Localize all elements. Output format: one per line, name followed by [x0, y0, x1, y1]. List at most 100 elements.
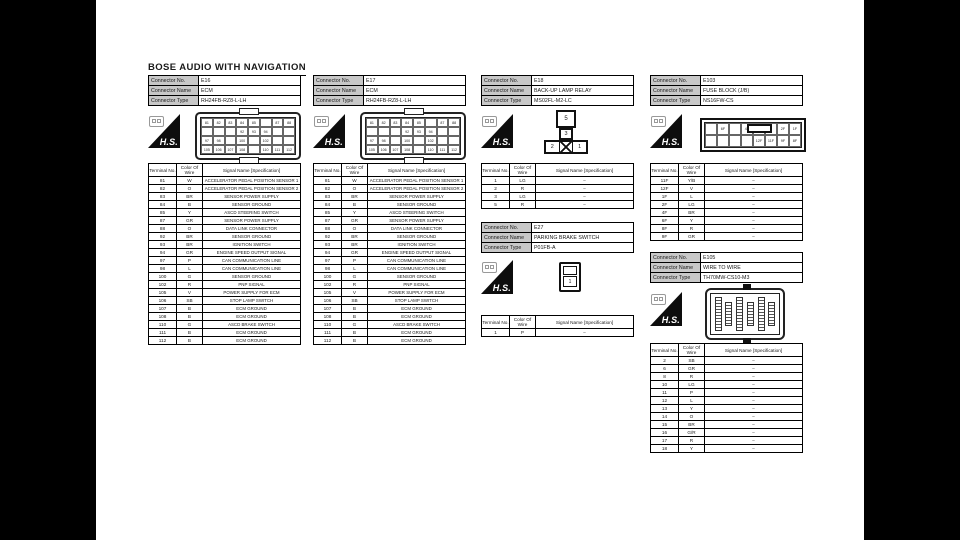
- terminal-cell: LG: [509, 176, 536, 185]
- terminal-no-header: Terminal No.: [313, 163, 342, 177]
- terminal-table-e17: Terminal No. Color Of Wire Signal Name […: [313, 163, 466, 345]
- terminal-row: 88 O DATA LINK CONNECTOR: [148, 224, 301, 233]
- terminal-cell: 18: [650, 444, 679, 453]
- terminal-cell: IGNITION SWITCH: [367, 240, 466, 249]
- terminal-no-header: Terminal No.: [650, 163, 679, 177]
- hs-logo: H.S.: [313, 114, 345, 148]
- terminal-cell: –: [704, 388, 803, 397]
- relay-pin-5: 5: [556, 110, 576, 128]
- terminal-cell: Y: [176, 208, 203, 217]
- terminal-row: 1 P –: [481, 328, 634, 337]
- connector-name-value: ECM: [363, 85, 466, 96]
- terminal-row: 1F L –: [650, 192, 803, 201]
- terminal-cell: SENSOR GROUND: [202, 272, 301, 281]
- signal-name-header: Signal Name [Specification]: [367, 163, 466, 177]
- terminal-cell: 3: [481, 192, 510, 201]
- terminal-cell: 9F: [650, 232, 679, 241]
- terminal-cell: SENSOR GROUND: [202, 232, 301, 241]
- terminal-cell: 107: [313, 304, 342, 313]
- terminal-cell: 94: [313, 248, 342, 257]
- connector-no-value: E27: [531, 222, 634, 233]
- connector-drawing-e27: 1: [559, 262, 581, 292]
- terminal-row: 112 B ECM GROUND: [313, 336, 466, 345]
- pin-cavity-blank: [413, 136, 425, 145]
- pin-cavity-2F: 2F: [777, 123, 789, 135]
- terminal-cell: –: [704, 396, 803, 405]
- terminal-cell: SB: [678, 356, 705, 365]
- terminal-cell: 11: [650, 388, 679, 397]
- terminal-cell: LG: [678, 380, 705, 389]
- ecm-pin-grid: 81 82 83 84 85 87 88 92 93 94 97 98 100 102 105 106 107 1…: [200, 117, 296, 155]
- crossed-terminal-cell: [559, 142, 574, 152]
- terminal-row: 15 BR –: [650, 420, 803, 429]
- terminal-cell: R: [509, 200, 536, 209]
- terminal-no-header: Terminal No.: [650, 343, 679, 357]
- terminal-cell: 88: [313, 224, 342, 233]
- connector-type-value: TH70MW-CS10-M3: [700, 272, 803, 283]
- pin-cavity-105: 105: [366, 145, 378, 154]
- pin-cavity-107: 107: [224, 145, 237, 154]
- terminal-cell: 2: [481, 184, 510, 193]
- pin-cavity-87: 87: [271, 118, 284, 127]
- hs-label: H.S.: [661, 137, 680, 147]
- pin-cavity-blank: [224, 127, 237, 136]
- terminal-cell: O: [678, 412, 705, 421]
- fuse-block-drawing-e103: 6F4F2F1F12F11F9F8F: [700, 118, 806, 152]
- terminal-cell: O: [176, 224, 203, 233]
- terminal-cell: G/R: [678, 428, 705, 437]
- terminal-table-e16: Terminal No. Color Of Wire Signal Name […: [148, 163, 301, 345]
- terminal-cell: R: [341, 280, 368, 289]
- pin-cavity-blank: [271, 127, 284, 136]
- pin-cavity-blank: [705, 135, 717, 147]
- terminal-cell: 14: [650, 412, 679, 421]
- pin-cavity-93: 93: [413, 127, 425, 136]
- pin-cavity-84: 84: [401, 118, 413, 127]
- terminal-cell: –: [535, 192, 634, 201]
- terminal-cell: GR: [341, 216, 368, 225]
- terminal-cell: Y: [678, 444, 705, 453]
- terminal-cell: SB: [341, 296, 368, 305]
- terminal-cell: 102: [148, 280, 177, 289]
- pin-cavity-blank: [389, 136, 402, 145]
- terminal-cell: SENSOR GROUND: [367, 232, 466, 241]
- terminal-table-e18: Terminal No. Color Of Wire Signal Name […: [481, 163, 634, 209]
- connector-name-label: Connector Name: [148, 85, 199, 96]
- terminal-cell: B: [341, 200, 368, 209]
- hs-label: H.S.: [324, 137, 343, 147]
- terminal-cell: 110: [148, 320, 177, 329]
- terminal-cell: V: [176, 288, 203, 297]
- terminal-row: 105 V POWER SUPPLY FOR ECM: [148, 288, 301, 297]
- pin-cavity-92: 92: [236, 127, 248, 136]
- terminal-cell: ECM GROUND: [202, 304, 301, 313]
- pin-cavity-106: 106: [212, 145, 225, 154]
- document-page: BOSE AUDIO WITH NAVIGATION Connector No.…: [96, 0, 864, 540]
- terminal-row: 100 G SENSOR GROUND: [148, 272, 301, 281]
- terminal-cell: –: [704, 444, 803, 453]
- pin-cavity-82: 82: [212, 118, 225, 127]
- terminal-table-e105: Terminal No. Color Of Wire Signal Name […: [650, 343, 803, 453]
- pin-cavity-blank: [283, 136, 295, 145]
- connector-plug-icon: [651, 294, 666, 305]
- relay-pin-1: 1: [578, 144, 582, 150]
- connector-name-label: Connector Name: [650, 85, 701, 96]
- terminal-row: 13 Y –: [650, 404, 803, 413]
- pin-cavity-blank: [224, 136, 237, 145]
- connector-plug-icon: [149, 116, 164, 127]
- terminal-cell: Y: [678, 216, 705, 225]
- connector-type-value: RH24FB-RZ8-L-LH: [198, 95, 301, 106]
- terminal-no-header: Terminal No.: [481, 163, 510, 177]
- connector-header-e17: Connector No. E17 Connector Name ECM Conne…: [313, 75, 466, 106]
- terminal-cell: W: [341, 176, 368, 185]
- pin-cavity-83: 83: [389, 118, 402, 127]
- terminal-cell: BR: [341, 192, 368, 201]
- connector-type-value: P01FB-A: [531, 242, 634, 253]
- connector-header-e18: Connector No. E18 Connector Name BACK-UP L…: [481, 75, 634, 106]
- terminal-cell: O: [176, 184, 203, 193]
- terminal-row: 112 B ECM GROUND: [148, 336, 301, 345]
- connector-type-label: Connector Type: [481, 95, 532, 106]
- terminal-cell: 97: [148, 256, 177, 265]
- pin-cavity-102: 102: [259, 136, 272, 145]
- pin-cavity-1F: 1F: [789, 123, 801, 135]
- connector-name-value: PARKING BRAKE SWITCH: [531, 232, 634, 243]
- terminal-cell: –: [704, 428, 803, 437]
